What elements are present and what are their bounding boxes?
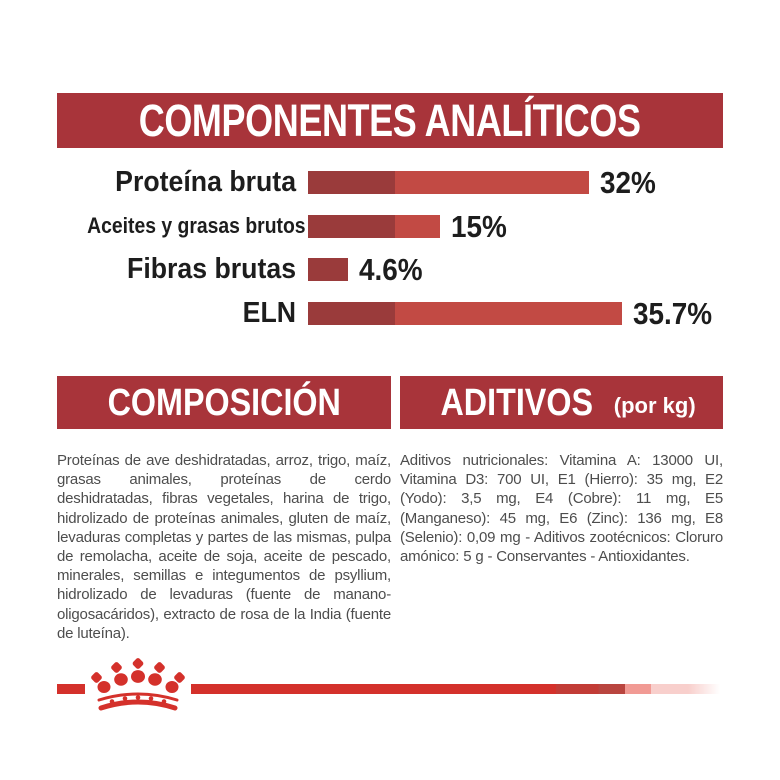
- chart-row-fats: Aceites y grasas brutos 15%: [57, 205, 723, 249]
- chart-label-eln: ELN: [242, 296, 297, 329]
- composition-body-text: Proteínas de ave deshidratadas, arroz, t…: [57, 452, 391, 642]
- chart-bar-fibre: [308, 258, 348, 282]
- composition-banner: COMPOSICIÓN: [57, 376, 391, 429]
- composition-title: COMPOSICIÓN: [107, 381, 341, 424]
- chart-value-eln: 35.7%: [633, 295, 713, 331]
- chart-value-fibre: 4.6%: [359, 252, 423, 288]
- chart-value-fats: 15%: [451, 208, 507, 244]
- chart-label-fats: Aceites y grasas brutos: [87, 213, 306, 239]
- chart-bar-protein: [308, 171, 589, 195]
- chart-row-eln: ELN 35.7%: [57, 292, 723, 336]
- analytic-components-title: COMPONENTES ANALÍTICOS: [139, 95, 641, 146]
- footer-left-bar: [57, 684, 85, 694]
- additives-subtitle: (por kg): [613, 392, 696, 418]
- chart-label-fibre: Fibras brutas: [127, 253, 297, 286]
- chart-bar-fats: [308, 214, 440, 238]
- royal-canin-crown-logo-icon: [91, 658, 185, 711]
- analytic-components-banner: COMPONENTES ANALÍTICOS: [57, 93, 723, 148]
- chart-row-protein: Proteína bruta 32%: [57, 161, 723, 205]
- chart-row-fibre: Fibras brutas 4.6%: [57, 248, 723, 292]
- chart-value-protein: 32%: [600, 165, 656, 201]
- chart-label-protein: Proteína bruta: [115, 166, 297, 199]
- additives-title: ADITIVOS: [440, 381, 594, 424]
- footer-gradient-bar: [191, 684, 720, 694]
- additives-banner: ADITIVOS (por kg): [400, 376, 723, 429]
- chart-bar-eln: [308, 301, 622, 325]
- additives-body-text: Aditivos nutricionales: Vitamina A: 1300…: [400, 452, 723, 566]
- analytic-components-chart: Proteína bruta 32% Aceites y grasas brut…: [57, 161, 723, 335]
